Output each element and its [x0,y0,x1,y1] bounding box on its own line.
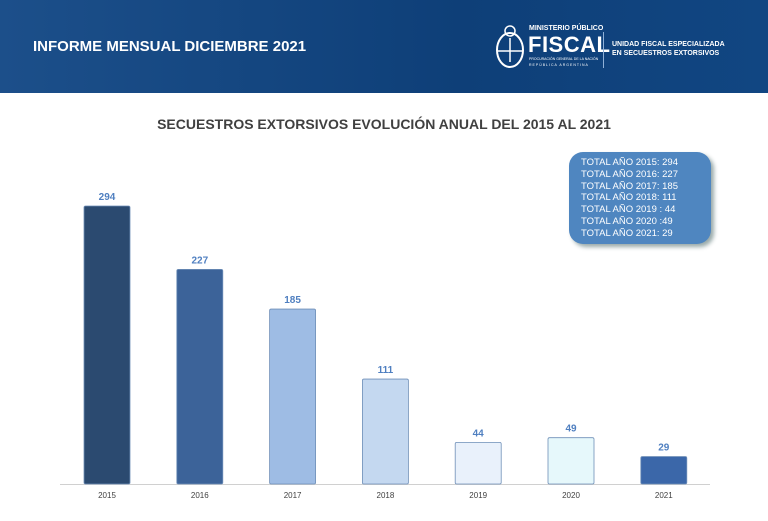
data-label: 294 [99,192,116,203]
unit-line2: EN SECUESTROS EXTORSIVOS [612,50,720,57]
total-line: TOTAL AÑO 2020 :49 [581,215,673,227]
total-line: TOTAL AÑO 2015: 294 [581,157,678,168]
bar-2018 [361,378,409,485]
unit-line1: UNIDAD FISCAL ESPECIALIZADA [612,41,725,48]
data-label: 185 [284,295,301,306]
totals-box: TOTAL AÑO 2015: 294 TOTAL AÑO 2016: 227 TO… [569,152,711,244]
bar-2017 [269,308,317,485]
bar-2019 [454,441,502,485]
x-tick-label: 2015 [98,491,116,500]
x-tick-label: 2019 [469,491,487,500]
x-tick-label: 2020 [562,491,580,500]
total-line: TOTAL AÑO 2021: 29 [581,227,673,239]
total-line: TOTAL AÑO 2018: 111 [581,192,677,204]
x-tick-label: 2017 [284,491,302,500]
data-label: 111 [378,365,394,376]
x-tick-label: 2016 [191,491,209,500]
divider [603,32,604,68]
logo-sub2: REPÚBLICA ARGENTINA [529,63,589,67]
logo-ministry: MINISTERIO PÚBLICO [529,25,604,32]
unit-name: UNIDAD FISCAL ESPECIALIZADA EN SECUESTROS… [612,40,725,58]
bar-2021 [640,456,688,485]
header-banner: INFORME MENSUAL DICIEMBRE 2021 MINISTERI… [0,0,768,93]
logo-sub1: PROCURACIÓN GENERAL DE LA NACIÓN [529,57,599,61]
total-line: TOTAL AÑO 2019 : 44 [581,204,676,216]
total-line: TOTAL AÑO 2016: 227 [581,168,678,180]
bar-2016 [176,268,224,485]
data-label: 227 [191,255,208,266]
bar-2020 [547,437,595,485]
chart-title: SECUESTROS EXTORSIVOS EVOLUCIÓN ANUAL DE… [157,116,611,132]
total-line: TOTAL AÑO 2017: 185 [581,180,678,192]
logo-name: FISCAL [528,32,611,57]
data-label: 44 [473,428,485,439]
coat-of-arms-icon [496,25,524,68]
data-label: 29 [658,443,670,454]
bar-2015 [83,205,131,485]
x-tick-label: 2018 [377,491,395,500]
x-tick-label: 2021 [655,491,673,500]
report-title: INFORME MENSUAL DICIEMBRE 2021 [33,38,307,55]
data-label: 49 [565,424,577,435]
